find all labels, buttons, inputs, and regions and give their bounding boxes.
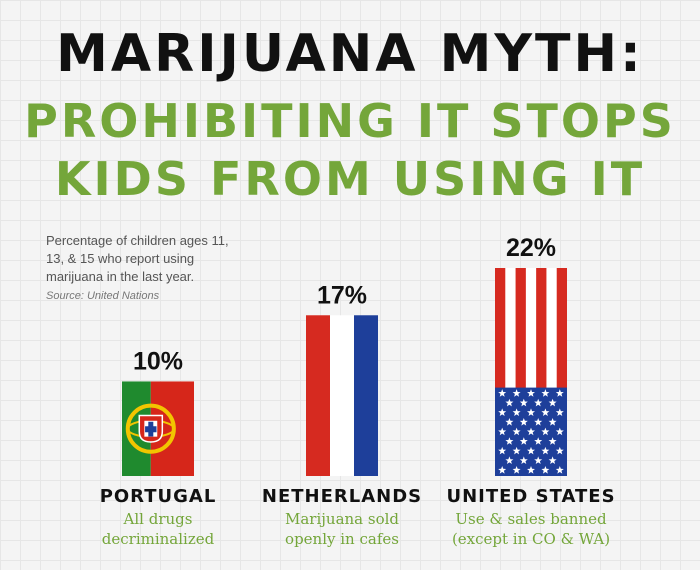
- flag-star: [534, 437, 543, 445]
- flag-star: [512, 408, 521, 416]
- quina-mark: [145, 426, 151, 433]
- category-label: NETHERLANDS: [262, 486, 422, 507]
- chart-note: Percentage of children ages 11, 13, & 15…: [46, 233, 229, 284]
- bar-value-label: 22%: [506, 234, 556, 262]
- flag-star: [541, 466, 550, 474]
- flag-star: [541, 389, 550, 397]
- flag-star: [527, 446, 535, 455]
- flag-red-stripe: [306, 315, 330, 476]
- flag-star: [505, 456, 514, 465]
- bar-value-label: 10%: [133, 347, 183, 375]
- quina-mark: [151, 426, 157, 433]
- flag-star: [555, 408, 564, 416]
- flag-star: [498, 466, 507, 474]
- flag-star: [512, 427, 521, 436]
- category-label: UNITED STATES: [446, 486, 615, 507]
- bar-flag-united-states: [495, 268, 567, 476]
- flag-star: [498, 389, 507, 397]
- flag-star: [519, 456, 528, 465]
- flag-star: [498, 408, 507, 416]
- flag-star: [527, 466, 535, 474]
- chart-source: Source: United Nations: [46, 290, 160, 302]
- flag-star: [555, 427, 564, 436]
- flag-star: [541, 408, 550, 416]
- flag-red-stripe: [556, 268, 567, 476]
- flag-star: [548, 398, 557, 407]
- flag-white-stripe: [330, 315, 354, 476]
- flag-star: [548, 417, 557, 426]
- bar-flag-netherlands: [306, 315, 378, 476]
- flag-star: [555, 466, 564, 474]
- flag-red-stripe: [515, 268, 526, 476]
- flag-star: [541, 446, 550, 455]
- category-description: decriminalized: [102, 530, 215, 548]
- flag-star: [512, 446, 521, 455]
- flag-star: [534, 398, 543, 407]
- flag-red-stripe: [495, 268, 506, 476]
- flag-star: [527, 389, 535, 397]
- flag-star: [527, 427, 535, 436]
- category-description: All drugs: [123, 510, 193, 528]
- flag-star: [548, 437, 557, 445]
- flag-star: [519, 398, 528, 407]
- flag-star: [534, 456, 543, 465]
- category-label: PORTUGAL: [100, 486, 217, 507]
- flag-star: [505, 437, 514, 445]
- flag-blue-stripe: [354, 315, 378, 476]
- flag-star: [505, 417, 514, 426]
- flag-star: [498, 427, 507, 436]
- flag-star: [527, 408, 535, 416]
- bar-flag-portugal: [122, 381, 194, 476]
- quina-mark: [148, 430, 154, 437]
- title-line-2: PROHIBITING IT STOPS: [24, 94, 676, 148]
- flag-star: [534, 417, 543, 426]
- flag-star: [555, 389, 564, 397]
- category-description: Use & sales banned: [455, 510, 607, 528]
- flag-star: [548, 456, 557, 465]
- category-description: (except in CO & WA): [452, 530, 610, 548]
- flag-star: [555, 446, 564, 455]
- flag-star: [505, 398, 514, 407]
- title-line-3: KIDS FROM USING IT: [54, 152, 646, 206]
- category-description: openly in cafes: [285, 530, 399, 548]
- quina-mark: [148, 426, 154, 433]
- title-line-1: MARIJUANA MYTH:: [56, 24, 644, 84]
- flag-red-stripe: [536, 268, 547, 476]
- bar-value-label: 17%: [317, 281, 367, 309]
- flag-star: [519, 437, 528, 445]
- category-description: Marijuana sold: [285, 510, 399, 528]
- flag-star: [512, 389, 521, 397]
- flag-star: [519, 417, 528, 426]
- flag-star: [498, 446, 507, 455]
- flag-star: [512, 466, 521, 474]
- flag-star: [541, 427, 550, 436]
- quina-mark: [148, 421, 154, 428]
